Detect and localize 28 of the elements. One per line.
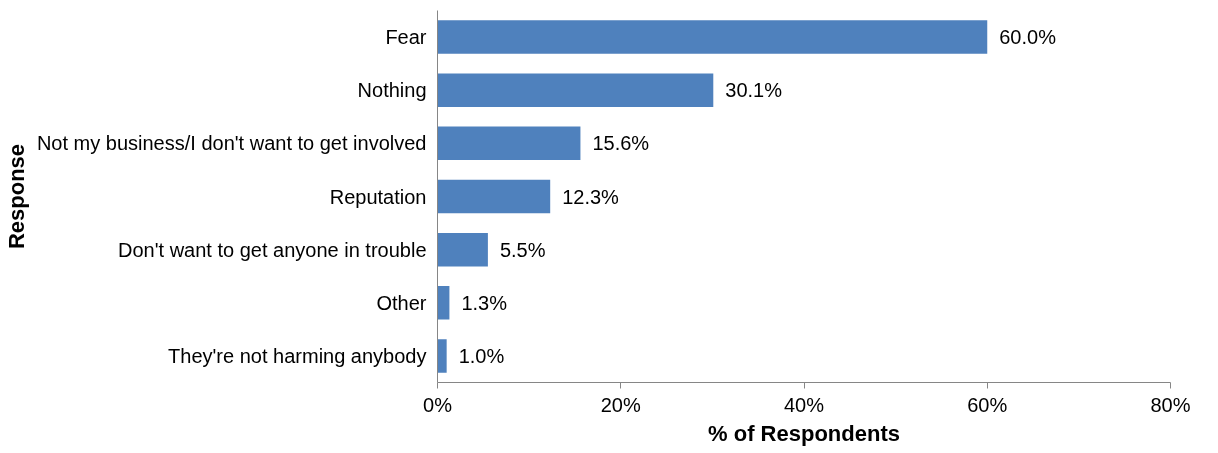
- bar: [437, 73, 714, 107]
- y-tick-label: Nothing: [357, 79, 427, 102]
- bar: [437, 286, 450, 320]
- bar: [437, 179, 551, 214]
- y-tick-label: Don't want to get anyone in trouble: [118, 238, 427, 261]
- y-tick-label: Other: [376, 291, 427, 314]
- data-label: 1.3%: [461, 291, 508, 314]
- y-tick-label: They're not harming anybody: [168, 344, 427, 367]
- bar: [437, 339, 447, 373]
- x-tick-label: 20%: [600, 393, 641, 416]
- x-tick-label: 40%: [783, 393, 825, 416]
- y-tick-label: Fear: [385, 26, 427, 49]
- x-axis-title: % of Respondents: [708, 420, 900, 446]
- y-tick-label: Not my business/I don't want to get involved: [36, 132, 427, 155]
- y-tick-label: Reputation: [329, 185, 427, 208]
- y-axis-title: Response: [3, 143, 29, 250]
- x-tick-label: 60%: [967, 393, 1008, 416]
- x-tick-label: 80%: [1150, 393, 1191, 416]
- data-label: 5.5%: [499, 238, 546, 261]
- bar: [437, 232, 488, 267]
- data-label: 30.1%: [725, 79, 783, 102]
- data-label: 12.3%: [562, 185, 620, 208]
- data-label: 15.6%: [592, 132, 650, 155]
- data-label: 60.0%: [999, 26, 1057, 49]
- bar: [437, 126, 581, 161]
- data-label: 1.0%: [458, 344, 505, 367]
- x-tick-label: 0%: [423, 393, 453, 416]
- bar: [437, 20, 988, 54]
